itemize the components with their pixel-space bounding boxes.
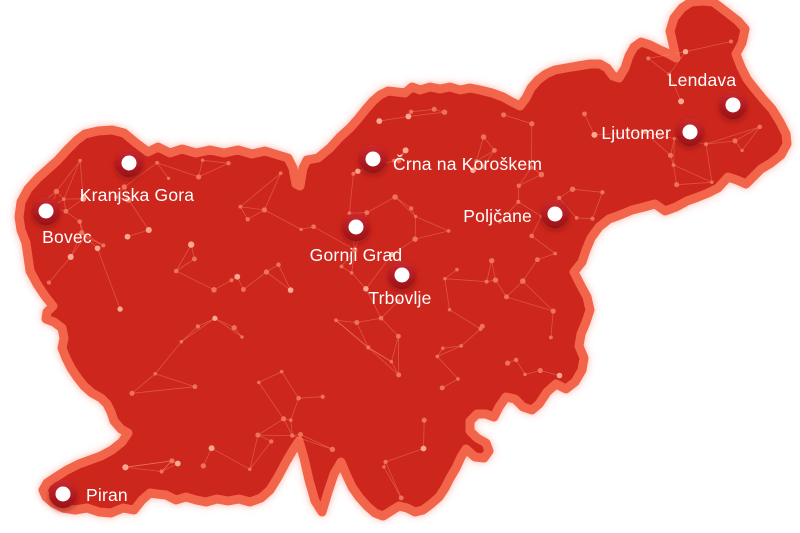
city-label-ljutomer: Ljutomer (601, 123, 671, 143)
city-label-kranjska-gora: Kranjska Gora (80, 185, 195, 205)
city-label-bovec: Bovec (42, 227, 92, 247)
city-kranjska-gora: Kranjska Gora (80, 149, 195, 205)
city-marker-dot-trbovlje (394, 267, 410, 283)
city-crna-na-koroskem: Črna na Koroškem (359, 145, 542, 174)
city-ljutomer: Ljutomer (601, 118, 704, 146)
city-marker-dot-kranjska-gora (121, 155, 137, 171)
city-label-crna-na-koroskem: Črna na Koroškem (393, 153, 542, 174)
city-gornji-grad: Gornji Grad (310, 213, 403, 265)
city-marker-dot-bovec (38, 203, 54, 219)
city-marker-dot-gornji-grad (348, 219, 364, 235)
city-marker-dot-piran (55, 486, 71, 502)
city-trbovlje: Trbovlje (368, 261, 431, 308)
city-lendava: Lendava (668, 70, 747, 119)
city-poljcane: Poljčane (463, 200, 569, 228)
land-layer (14, 0, 792, 521)
city-pins-layer: Lendava Ljutomer Črna na Koroškem Kranjska … (32, 70, 747, 508)
city-label-lendava: Lendava (668, 70, 737, 90)
city-marker-dot-crna-na-koroskem (365, 151, 381, 167)
network-nodes (32, 39, 763, 501)
city-marker-dot-lendava (725, 97, 741, 113)
city-label-poljcane: Poljčane (463, 206, 532, 226)
city-marker-dot-poljcane (547, 206, 563, 222)
connection-network-decoration (32, 39, 763, 501)
city-label-trbovlje: Trbovlje (368, 288, 431, 308)
city-label-piran: Piran (86, 485, 128, 505)
city-piran: Piran (49, 480, 128, 508)
city-marker-dot-ljutomer (682, 124, 698, 140)
slovenia-outline (14, 0, 792, 521)
city-bovec: Bovec (32, 197, 92, 247)
city-label-gornji-grad: Gornji Grad (310, 245, 403, 265)
